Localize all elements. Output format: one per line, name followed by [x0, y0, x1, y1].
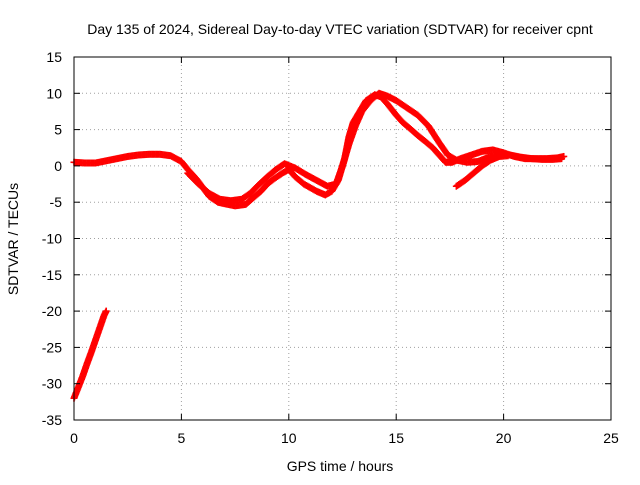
y-tick-label: 15	[46, 49, 62, 65]
y-axis-label: SDTVAR / TECUs	[5, 183, 21, 295]
y-tick-label: 5	[54, 122, 62, 138]
chart-title: Day 135 of 2024, Sidereal Day-to-day VTE…	[87, 21, 593, 37]
data-point	[102, 307, 110, 315]
x-tick-label: 0	[70, 430, 78, 446]
y-tick-label: -25	[42, 339, 62, 355]
y-tick-label: -5	[50, 194, 63, 210]
axis-ticks: 0 5 10 15 20 25 -35 -30 -25 -20 -15 -10 -5 0 5 10 15	[42, 49, 619, 446]
x-axis-label: GPS time / hours	[287, 458, 394, 474]
y-tick-label: -10	[42, 231, 62, 247]
y-tick-label: -30	[42, 376, 62, 392]
x-tick-label: 25	[603, 430, 619, 446]
series-arc-start	[70, 307, 110, 402]
y-tick-label: -20	[42, 303, 62, 319]
x-tick-label: 10	[281, 430, 297, 446]
y-tick-label: 10	[46, 85, 62, 101]
y-tick-label: -35	[42, 412, 62, 428]
series-secondary-band	[184, 89, 566, 205]
data-point	[558, 155, 566, 163]
x-tick-label: 15	[388, 430, 404, 446]
data-point	[504, 152, 512, 160]
x-tick-label: 20	[496, 430, 512, 446]
series-short-arc-evening	[452, 152, 512, 190]
x-tick-label: 5	[178, 430, 186, 446]
y-tick-label: 0	[54, 158, 62, 174]
data-points	[70, 89, 568, 402]
y-tick-label: -15	[42, 267, 62, 283]
